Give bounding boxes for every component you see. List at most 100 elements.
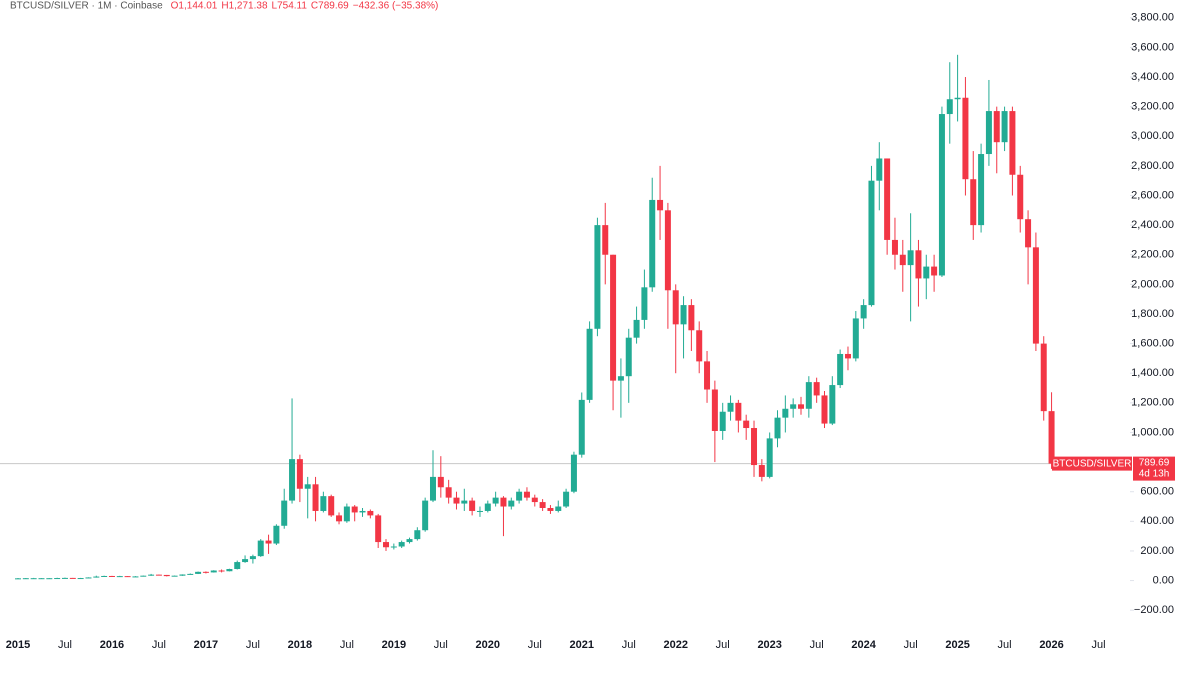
price-countdown: 4d 13h (1139, 468, 1170, 479)
y-tick-label: 3,400.00 (1131, 71, 1174, 83)
x-tick-label: Jul (1092, 639, 1106, 651)
y-tick-label: 3,600.00 (1131, 41, 1174, 53)
candle-body (758, 465, 765, 477)
candle-body (938, 114, 945, 276)
candle-body (766, 438, 773, 477)
candle-body (101, 575, 108, 577)
header-value: O1,144.01 (171, 1, 218, 12)
price-label-bg (1052, 456, 1132, 471)
x-tick-label: Jul (528, 639, 542, 651)
candle-body (398, 542, 405, 547)
candle-body (970, 179, 977, 226)
candle-body (852, 318, 859, 359)
candle-body (586, 328, 593, 400)
x-tick-label: 2016 (100, 639, 124, 651)
candle-body (704, 361, 711, 390)
candle-body (93, 576, 100, 578)
candle-body (77, 578, 84, 580)
candle-body (234, 562, 241, 570)
candle-body (210, 570, 217, 573)
candle-body (641, 287, 648, 320)
candle-body (422, 500, 429, 531)
candle-body (343, 506, 350, 522)
candle-body (946, 99, 953, 115)
candle-body (1009, 111, 1016, 175)
candle-body (516, 491, 523, 501)
x-tick-label: 2018 (288, 639, 312, 651)
candle-body (531, 497, 538, 503)
candle-body (1001, 111, 1008, 143)
candle-body (163, 574, 170, 577)
candle-body (617, 376, 624, 381)
candle-body (226, 569, 233, 572)
candle-body (476, 510, 483, 512)
candle-body (1025, 219, 1032, 248)
candle-body (719, 411, 726, 431)
candle-body (116, 576, 123, 578)
candle-body (829, 385, 836, 424)
candle-body (570, 454, 577, 492)
y-tick-label: 600.00 (1140, 486, 1174, 498)
candle-body (54, 578, 61, 580)
candle-body (774, 417, 781, 439)
x-tick-label: Jul (904, 639, 918, 651)
x-tick-label: 2026 (1039, 639, 1063, 651)
x-tick-label: Jul (58, 639, 72, 651)
candle-body (336, 515, 343, 522)
x-tick-label: 2023 (757, 639, 781, 651)
candle-body (61, 577, 68, 579)
candle-body (884, 158, 891, 240)
candle-body (547, 507, 554, 511)
candle-body (312, 484, 319, 511)
candle-body (383, 542, 390, 548)
candle-body (257, 540, 264, 557)
candle-body (46, 578, 53, 580)
candle-body (962, 97, 969, 180)
candle-body (555, 506, 562, 511)
x-tick-label: Jul (340, 639, 354, 651)
candle-body (610, 254, 617, 381)
x-tick-label: Jul (716, 639, 730, 651)
candle-body (672, 290, 679, 325)
candle-body (249, 556, 256, 560)
candle-body (578, 399, 585, 455)
candle-body (821, 395, 828, 424)
y-tick-label: 1,600.00 (1131, 338, 1174, 350)
candle-body (367, 510, 374, 516)
y-tick-label: 1,000.00 (1131, 426, 1174, 438)
candle-body (539, 502, 546, 508)
candle-body (500, 497, 507, 507)
x-tick-label: 2022 (663, 639, 687, 651)
candle-body (492, 497, 499, 504)
candle-body (1032, 247, 1039, 344)
y-tick-label: 2,400.00 (1131, 219, 1174, 231)
candle-body (985, 111, 992, 155)
candle-body (782, 408, 789, 418)
candle-body (85, 577, 92, 579)
candle-body (860, 305, 867, 319)
x-tick-label: 2021 (570, 639, 594, 651)
y-tick-label: 2,800.00 (1131, 160, 1174, 172)
candle-body (296, 459, 303, 489)
header-value: C789.69 (311, 1, 349, 12)
candle-body (649, 199, 656, 288)
x-tick-label: 2017 (194, 639, 218, 651)
y-tick-label: 200.00 (1140, 545, 1174, 557)
x-tick-label: 2025 (945, 639, 969, 651)
candle-body (108, 575, 115, 577)
x-tick-label: 2015 (6, 639, 30, 651)
candle-body (69, 577, 76, 579)
candle-body (179, 574, 186, 576)
candle-body (837, 353, 844, 386)
x-tick-label: Jul (152, 639, 166, 651)
header-values: O1,144.01 H1,271.38 L754.11 C789.69 −432.36 … (171, 1, 439, 12)
candle-body (390, 546, 397, 548)
y-tick-label: 3,800.00 (1131, 12, 1174, 24)
price-tag: 789.69 (1139, 457, 1170, 468)
candle-body (132, 576, 139, 578)
candle-body (124, 576, 131, 578)
candle-body (289, 459, 296, 501)
header-value: L754.11 (272, 1, 308, 12)
candle-body (187, 573, 194, 575)
